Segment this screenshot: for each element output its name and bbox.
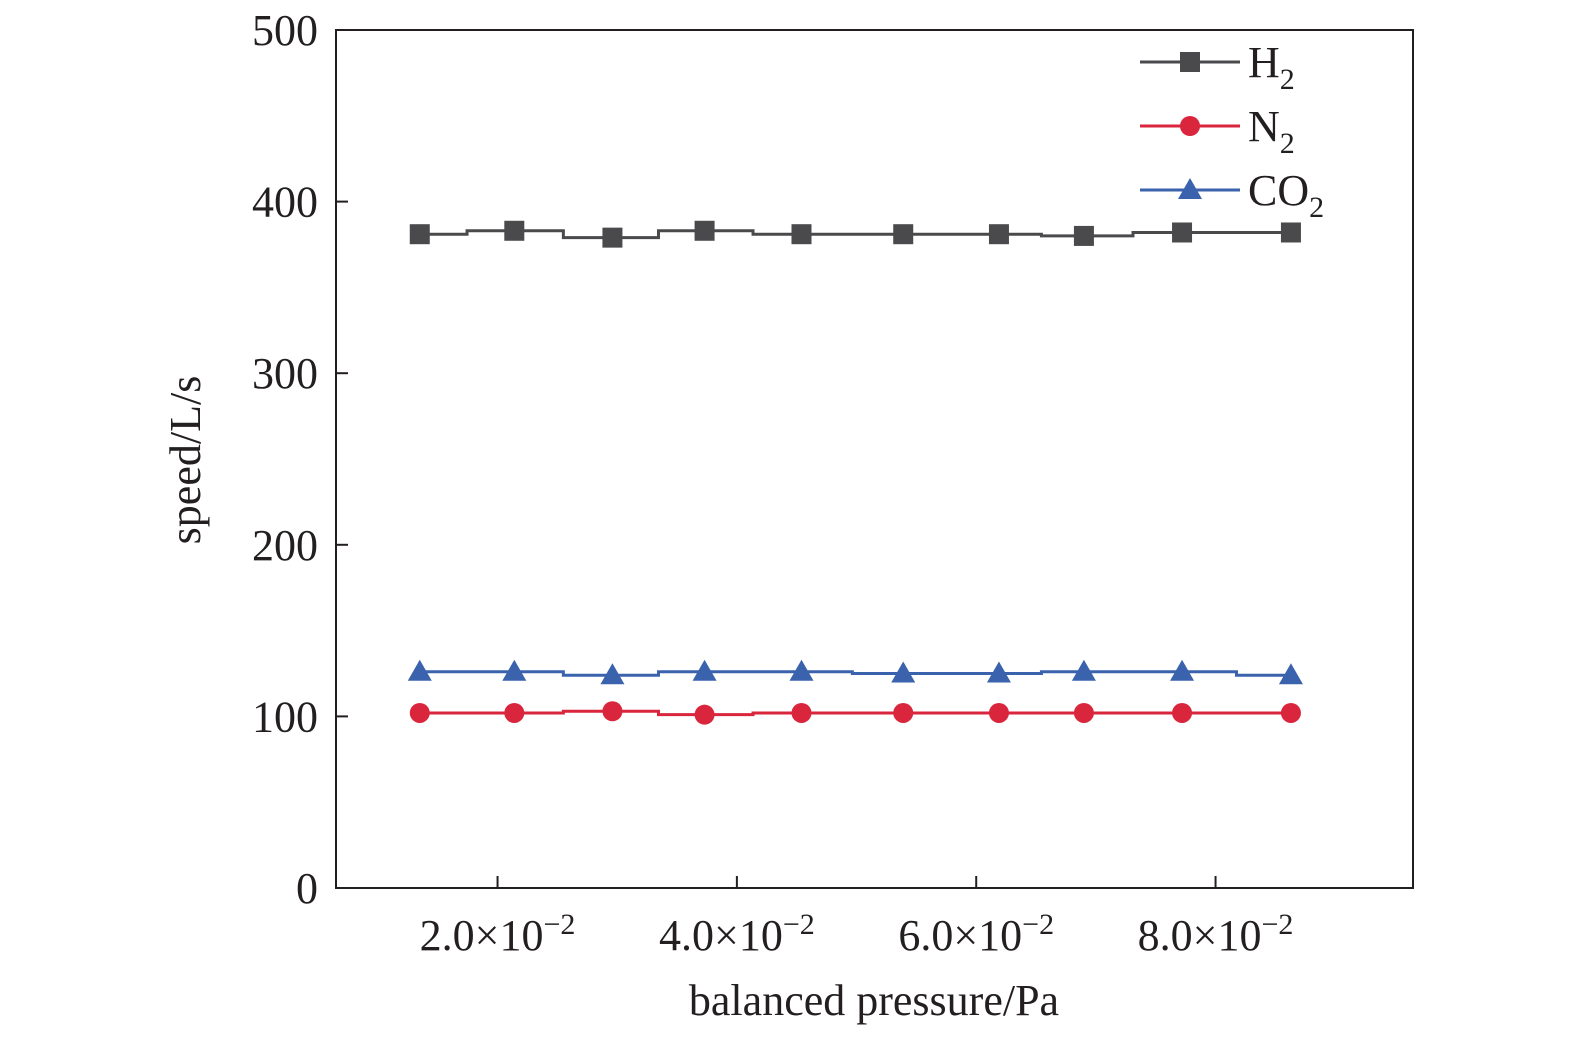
data-point-N2	[409, 702, 430, 723]
legend-entry-CO2: CO2	[1140, 166, 1324, 224]
data-point-CO2	[692, 659, 717, 681]
x-tick-label: 8.0×10−2	[1138, 908, 1294, 960]
data-point-N2	[1073, 702, 1094, 723]
data-point-CO2	[891, 661, 916, 683]
data-point-CO2	[789, 659, 814, 681]
data-point-H2	[409, 224, 430, 245]
legend-marker	[1180, 52, 1200, 72]
y-tick-label: 500	[252, 6, 318, 55]
y-axis: 0 100 200 300 400 500	[252, 6, 348, 913]
legend-label: CO2	[1248, 166, 1324, 224]
data-point-CO2	[1278, 663, 1303, 685]
y-tick-label: 200	[252, 521, 318, 570]
legend-entry-N2: N2	[1140, 102, 1295, 160]
data-point-N2	[1280, 702, 1301, 723]
legend-label: N2	[1248, 102, 1295, 160]
y-tick-label: 300	[252, 349, 318, 398]
data-point-H2	[1073, 225, 1094, 246]
data-point-CO2	[1071, 659, 1096, 681]
y-axis-title: speed/L/s	[161, 376, 210, 545]
series-CO2	[407, 659, 1303, 685]
data-point-CO2	[407, 659, 432, 681]
plot-frame	[335, 29, 1414, 889]
x-axis: 2.0×10−2 4.0×10−2 6.0×10−2 8.0×10−2	[420, 876, 1294, 960]
series-N2	[409, 701, 1301, 725]
data-point-H2	[893, 224, 914, 245]
data-point-H2	[791, 224, 812, 245]
data-point-CO2	[600, 663, 625, 685]
plot-border	[335, 29, 1414, 889]
series-H2	[409, 220, 1301, 248]
series-line-CO2	[419, 670, 1291, 677]
series-line-N2	[419, 709, 1291, 717]
data-point-H2	[694, 220, 715, 241]
legend-marker	[1180, 116, 1200, 136]
data-point-H2	[504, 220, 525, 241]
legend-marker	[1178, 178, 1202, 199]
series-layer	[407, 220, 1303, 725]
data-point-N2	[988, 702, 1009, 723]
x-tick-label: 2.0×10−2	[420, 908, 576, 960]
series-line-H2	[419, 229, 1291, 240]
data-point-H2	[988, 224, 1009, 245]
y-tick-label: 0	[296, 864, 318, 913]
legend-label: H2	[1248, 38, 1295, 96]
data-point-CO2	[1170, 659, 1195, 681]
legend-entry-H2: H2	[1140, 38, 1295, 96]
x-tick-label: 6.0×10−2	[898, 908, 1054, 960]
data-point-CO2	[986, 661, 1011, 683]
x-tick-label: 4.0×10−2	[659, 908, 815, 960]
data-point-N2	[893, 702, 914, 723]
data-point-N2	[504, 702, 525, 723]
y-tick-label: 100	[252, 692, 318, 741]
data-point-N2	[791, 702, 812, 723]
data-point-N2	[1172, 702, 1193, 723]
data-point-N2	[602, 701, 623, 722]
data-point-CO2	[502, 659, 527, 681]
legend: H2 N2 CO2	[1140, 38, 1324, 224]
data-point-N2	[694, 704, 715, 725]
data-point-H2	[602, 227, 623, 248]
data-point-H2	[1172, 222, 1193, 243]
data-point-H2	[1280, 222, 1301, 243]
y-tick-label: 400	[252, 178, 318, 227]
x-axis-title: balanced pressure/Pa	[689, 976, 1059, 1025]
